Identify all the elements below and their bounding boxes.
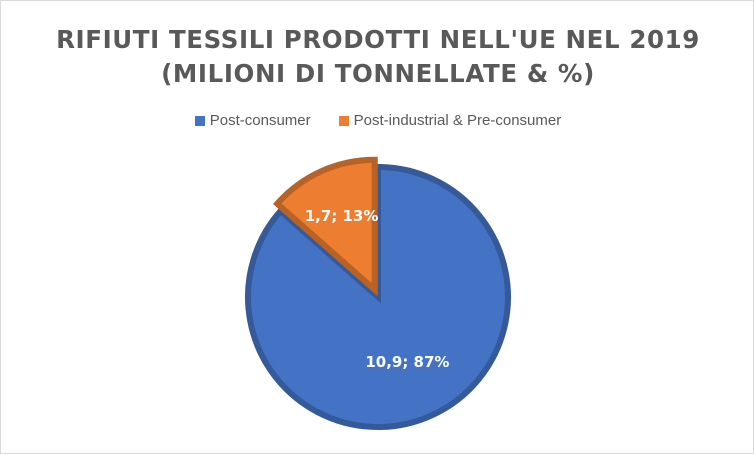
chart-title: RIFIUTI TESSILI PRODOTTI NELL'UE NEL 201… bbox=[1, 23, 754, 91]
legend-item-post-consumer: Post-consumer bbox=[194, 112, 311, 129]
legend: Post-consumer Post-industrial & Pre-cons… bbox=[1, 112, 754, 129]
legend-swatch-post-industrial bbox=[338, 115, 349, 126]
legend-label-post-consumer: Post-consumer bbox=[209, 112, 311, 129]
chart-title-line-2: (MILIONI DI TONNELLATE & %) bbox=[161, 59, 595, 88]
legend-item-post-industrial: Post-industrial & Pre-consumer bbox=[338, 112, 562, 129]
pie-slice-post-industrial bbox=[273, 156, 378, 297]
pie-slice-post-consumer bbox=[245, 163, 511, 430]
chart-title-line-1: RIFIUTI TESSILI PRODOTTI NELL'UE NEL 201… bbox=[56, 25, 700, 54]
data-label-post-industrial: 1,7; 13% bbox=[305, 207, 379, 225]
data-label-post-consumer: 10,9; 87% bbox=[365, 353, 449, 371]
legend-label-post-industrial: Post-industrial & Pre-consumer bbox=[353, 112, 562, 129]
legend-swatch-post-consumer bbox=[194, 115, 205, 126]
